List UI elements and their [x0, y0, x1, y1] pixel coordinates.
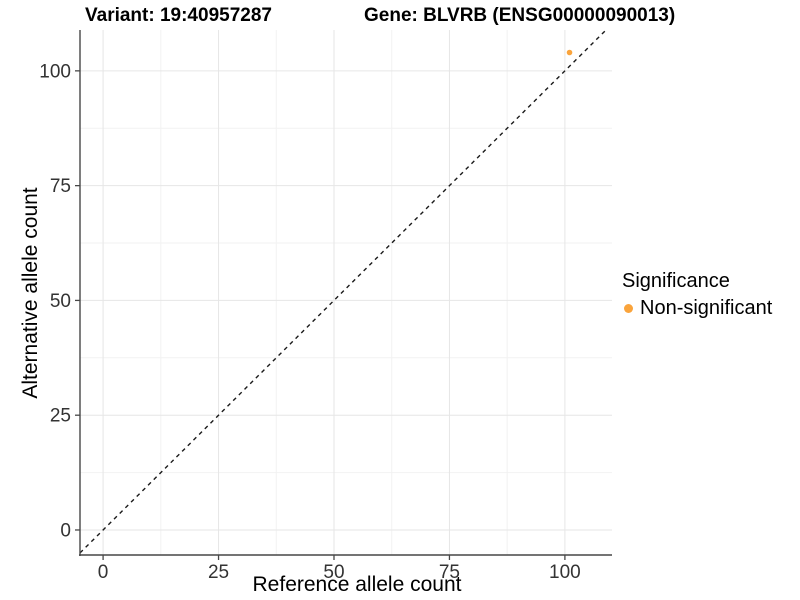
legend-item-non-significant: Non-significant — [622, 297, 772, 320]
non-significant-marker-icon — [624, 304, 633, 313]
legend-title: Significance — [622, 270, 730, 292]
svg-text:25: 25 — [50, 406, 71, 427]
x-axis-label: Reference allele count — [252, 573, 462, 596]
svg-text:25: 25 — [208, 562, 229, 583]
svg-text:0: 0 — [60, 520, 71, 541]
variant-title: Variant: 19:40957287 — [85, 5, 272, 26]
svg-text:0: 0 — [98, 562, 109, 583]
legend: Significance Non-significant — [622, 270, 772, 320]
gene-title: Gene: BLVRB (ENSG00000090013) — [364, 5, 676, 26]
svg-text:100: 100 — [549, 562, 581, 583]
svg-text:50: 50 — [323, 562, 344, 583]
svg-text:75: 75 — [50, 176, 71, 197]
svg-text:75: 75 — [439, 562, 460, 583]
legend-item-label: Non-significant — [640, 297, 773, 319]
svg-text:50: 50 — [50, 291, 71, 312]
svg-text:100: 100 — [39, 61, 71, 82]
